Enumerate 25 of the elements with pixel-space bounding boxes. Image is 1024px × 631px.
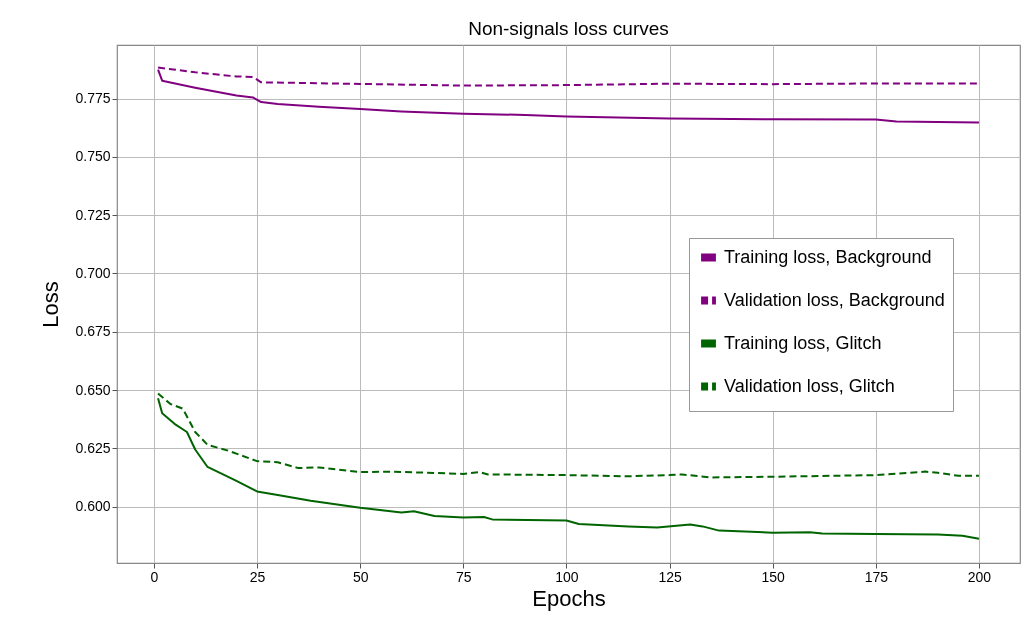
legend-label: Training loss, Background (724, 246, 932, 267)
x-tick-label: 150 (761, 568, 786, 585)
x-tick-label: 200 (967, 568, 992, 585)
x-tick-label: 50 (352, 568, 369, 585)
legend-label: Validation loss, Background (724, 289, 945, 310)
y-tick-label: 0.675 (75, 323, 111, 340)
y-tick-label: 0.725 (75, 206, 111, 223)
legend-label: Training loss, Glitch (724, 332, 882, 353)
y-tick-label: 0.600 (75, 498, 111, 515)
y-tick-label: 0.650 (75, 381, 111, 398)
legend-label: Validation loss, Glitch (724, 375, 895, 396)
y-axis-title: Loss (38, 281, 64, 328)
y-tick-label: 0.700 (75, 264, 111, 281)
y-tick-label: 0.625 (75, 439, 111, 456)
line-series (157, 397, 980, 540)
x-tick-label: 100 (555, 568, 579, 585)
x-tick-label: 75 (456, 568, 472, 585)
x-tick-label: 175 (864, 568, 889, 585)
x-tick-label: 0 (150, 568, 159, 585)
x-tick-label: 125 (658, 568, 682, 585)
chart-title: Non-signals loss curves (468, 18, 669, 39)
y-tick-label: 0.750 (75, 148, 111, 165)
x-axis-title: Epochs (532, 585, 606, 611)
y-tick-label: 0.775 (75, 90, 111, 107)
x-tick-label: 25 (249, 568, 266, 585)
